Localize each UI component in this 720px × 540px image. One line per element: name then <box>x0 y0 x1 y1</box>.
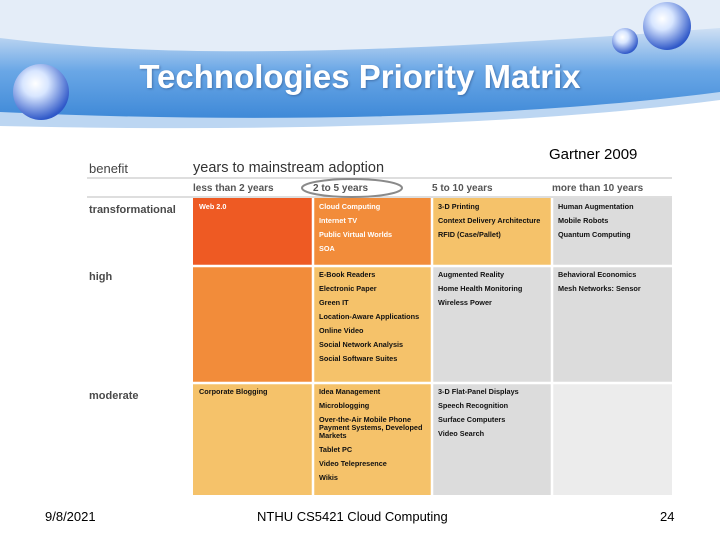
technology-item: Electronic Paper <box>319 284 377 293</box>
matrix-cell <box>193 266 313 383</box>
col-axis-title: years to mainstream adoption <box>193 160 385 176</box>
source-label: Gartner 2009 <box>549 146 638 163</box>
slide-title: Technologies Priority Matrix <box>139 58 581 95</box>
technology-item: Context Delivery Architecture <box>438 216 541 225</box>
technology-item: Public Virtual Worlds <box>319 230 393 239</box>
footer-page-number: 24 <box>660 509 675 524</box>
technology-item: Human Augmentation <box>558 202 634 211</box>
technology-item: Wireless Power <box>438 298 492 307</box>
technology-item: Mesh Networks: Sensor <box>558 284 641 293</box>
technology-item: Augmented Reality <box>438 270 505 279</box>
matrix-cell: Human Augmentation Mobile Robots Quantum C… <box>552 198 672 266</box>
matrix-cell <box>552 383 672 495</box>
technology-item: Social Software Suites <box>319 354 398 363</box>
technology-item: Behavioral Economics <box>558 270 637 279</box>
technology-item: Video Search <box>438 429 485 438</box>
col-head-0: less than 2 years <box>193 183 274 194</box>
technology-item: Online Video <box>319 326 364 335</box>
technology-item: E-Book Readers <box>319 270 376 279</box>
technology-item: RFID (Case/Pallet) <box>438 230 501 239</box>
technology-item: Internet TV <box>319 216 358 225</box>
row-label-high: high <box>89 271 113 283</box>
technology-item: 3-D Flat-Panel Displays <box>438 387 519 396</box>
col-head-1: 2 to 5 years <box>313 183 369 194</box>
technology-item: SOA <box>319 244 335 253</box>
technology-item: Quantum Computing <box>558 230 631 239</box>
technology-item: Cloud Computing <box>319 202 381 211</box>
technology-item: Web 2.0 <box>199 202 227 211</box>
matrix-cell: Idea Management Microblogging Over-the-Air… <box>313 383 432 495</box>
matrix-cell: Behavioral Economics Mesh Networks: Senso… <box>552 266 672 383</box>
footer-course: NTHU CS5421 Cloud Computing <box>257 509 448 524</box>
col-head-3: more than 10 years <box>552 183 644 194</box>
technology-item: Over-the-Air Mobile Phone Payment System… <box>319 415 423 441</box>
orb-left-icon <box>13 64 69 120</box>
technology-item: 3-D Printing <box>438 202 480 211</box>
matrix-cell: E-Book Readers Electronic Paper Green IT Lo… <box>313 266 432 383</box>
matrix-cell: Augmented Reality Home Health Monitoring W… <box>432 266 552 383</box>
orb-small-icon <box>612 28 638 54</box>
technology-item: Corporate Blogging <box>199 387 268 396</box>
header-banner <box>0 0 720 150</box>
technology-item: Video Telepresence <box>319 459 387 469</box>
orb-top-right-icon <box>643 2 691 50</box>
row-label-transformational: transformational <box>89 204 176 216</box>
technology-item: Idea Management <box>319 387 381 396</box>
matrix-cell: 3-D Printing Context Delivery Architectur… <box>432 198 552 266</box>
technology-item: Tablet PC <box>319 445 353 455</box>
technology-item: Speech Recognition <box>438 401 509 410</box>
technology-item: Mobile Robots <box>558 216 609 225</box>
technology-item: Wikis <box>319 473 338 483</box>
footer-date: 9/8/2021 <box>45 509 96 524</box>
technology-item: Social Network Analysis <box>319 340 404 349</box>
technology-item: Location-Aware Applications <box>319 312 420 321</box>
matrix-cell: 3-D Flat-Panel Displays Speech Recognitio… <box>432 383 552 495</box>
technology-item: Microblogging <box>319 401 370 410</box>
row-axis-title: benefit <box>89 161 129 176</box>
col-head-2: 5 to 10 years <box>432 183 493 194</box>
technology-item: Green IT <box>319 298 349 307</box>
technology-item: Surface Computers <box>438 415 506 424</box>
matrix-cell: Web 2.0 <box>193 198 313 266</box>
matrix-cell: Corporate Blogging <box>193 383 313 495</box>
matrix-cell: Cloud Computing Internet TV Public Virtual… <box>313 198 432 266</box>
technology-item: Home Health Monitoring <box>438 284 523 293</box>
row-label-moderate: moderate <box>89 390 139 402</box>
